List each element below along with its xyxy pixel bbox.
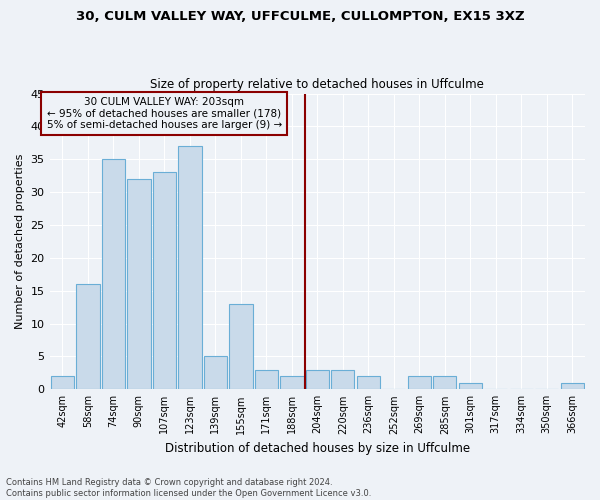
Text: 30, CULM VALLEY WAY, UFFCULME, CULLOMPTON, EX15 3XZ: 30, CULM VALLEY WAY, UFFCULME, CULLOMPTO… — [76, 10, 524, 23]
Bar — [203, 356, 227, 390]
Bar — [280, 376, 304, 390]
Bar — [152, 172, 176, 390]
Bar — [560, 382, 584, 390]
Text: Contains HM Land Registry data © Crown copyright and database right 2024.
Contai: Contains HM Land Registry data © Crown c… — [6, 478, 371, 498]
Bar — [356, 376, 380, 390]
Bar — [76, 284, 100, 390]
Bar — [50, 376, 74, 390]
X-axis label: Distribution of detached houses by size in Uffculme: Distribution of detached houses by size … — [165, 442, 470, 455]
Bar — [331, 370, 355, 390]
Title: Size of property relative to detached houses in Uffculme: Size of property relative to detached ho… — [151, 78, 484, 91]
Y-axis label: Number of detached properties: Number of detached properties — [15, 154, 25, 329]
Bar — [101, 160, 125, 390]
Bar — [433, 376, 457, 390]
Text: 30 CULM VALLEY WAY: 203sqm
← 95% of detached houses are smaller (178)
5% of semi: 30 CULM VALLEY WAY: 203sqm ← 95% of deta… — [47, 97, 282, 130]
Bar — [229, 304, 253, 390]
Bar — [305, 370, 329, 390]
Bar — [254, 370, 278, 390]
Bar — [407, 376, 431, 390]
Bar — [178, 146, 202, 390]
Bar — [458, 382, 482, 390]
Bar — [127, 179, 151, 390]
